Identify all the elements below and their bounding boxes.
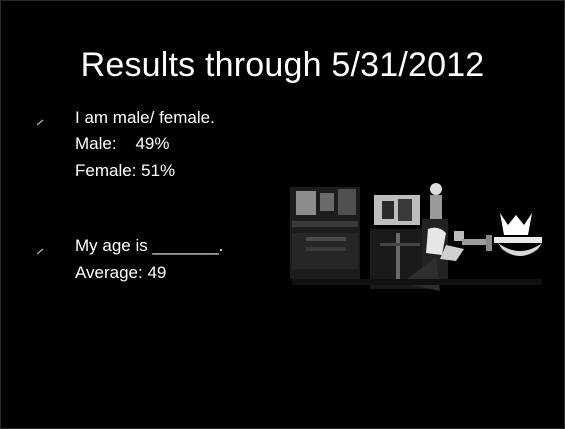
bullet-1-line-2: Male: 49%: [75, 134, 170, 153]
bullet-arrow-icon: [36, 114, 45, 126]
bullet-2-line-2: Average: 49: [75, 263, 167, 282]
bullet-2-line-1: My age is _______.: [75, 236, 224, 255]
bullet-1-line-1: I am male/ female.: [75, 108, 215, 127]
bullet-1-line-3: Female: 51%: [75, 161, 176, 180]
slide-title: Results through 5/31/2012: [80, 46, 485, 84]
bullet-arrow-icon: [36, 243, 45, 255]
people-photo-icon: [286, 173, 546, 300]
